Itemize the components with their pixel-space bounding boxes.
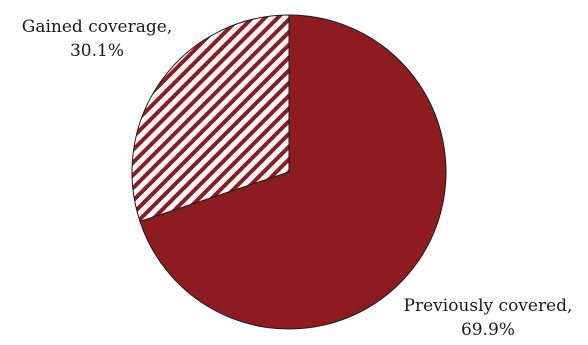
pie-slice-gained-coverage bbox=[131, 14, 290, 223]
slice-label-previously-covered-name: Previously covered, bbox=[404, 296, 573, 316]
slice-label-previously-covered-percent: 69.9% bbox=[461, 320, 515, 340]
pie-slice-previously-covered bbox=[139, 14, 447, 330]
slice-label-gained-coverage-name: Gained coverage, bbox=[22, 17, 172, 37]
pie-slices bbox=[131, 14, 447, 330]
slice-label-gained-coverage-percent: 30.1% bbox=[70, 41, 124, 61]
